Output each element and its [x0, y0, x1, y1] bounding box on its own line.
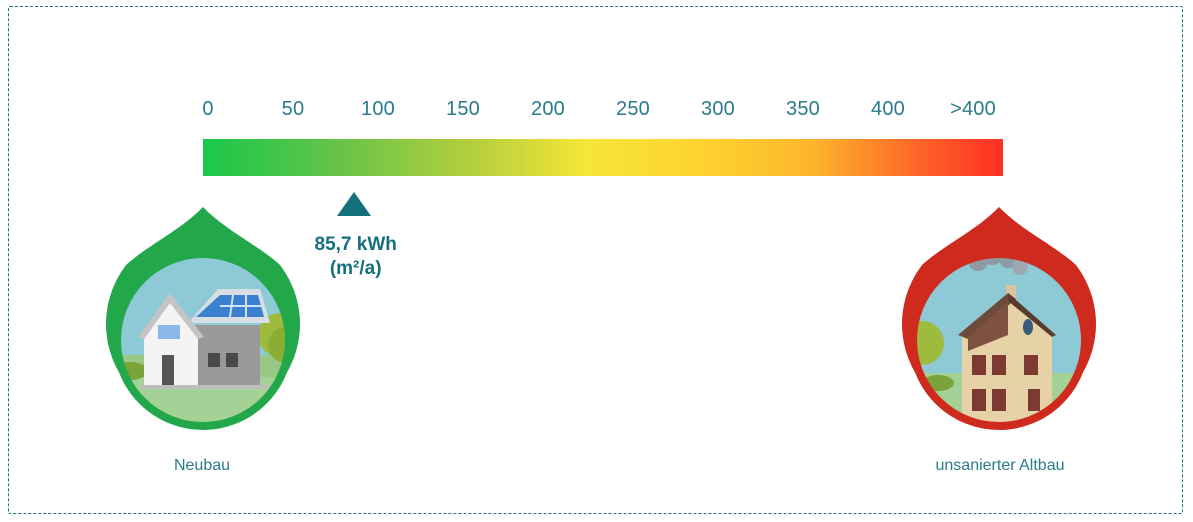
value-marker-triangle: [336, 192, 371, 216]
tick-label: 100: [361, 98, 395, 120]
tick-label: >400: [950, 98, 996, 120]
scale-tick-labels: 0 50 100 150 200 250 300 350 400 >400: [0, 98, 1193, 128]
tick-label: 200: [531, 98, 565, 120]
tick-label: 250: [616, 98, 650, 120]
new-house-icon: [106, 207, 301, 430]
tick-label: 150: [446, 98, 480, 120]
tick-label: 50: [281, 98, 305, 120]
tick-label: 400: [871, 98, 905, 120]
old-house-icon: [902, 207, 1096, 430]
energy-gradient-bar: [203, 139, 1003, 176]
marker-value-text: 85,7 kWh: [314, 234, 397, 255]
dashed-frame: [8, 6, 1183, 514]
tick-label: 0: [202, 98, 214, 120]
marker-unit-text: (m²/a): [329, 258, 382, 279]
tick-label: 350: [786, 98, 820, 120]
value-marker-label: 85,7 kWh (m²/a): [315, 233, 397, 281]
label-neubau: Neubau: [173, 457, 231, 474]
label-unsanierter-altbau: unsanierter Altbau: [935, 457, 1065, 474]
tick-label: 300: [701, 98, 735, 120]
